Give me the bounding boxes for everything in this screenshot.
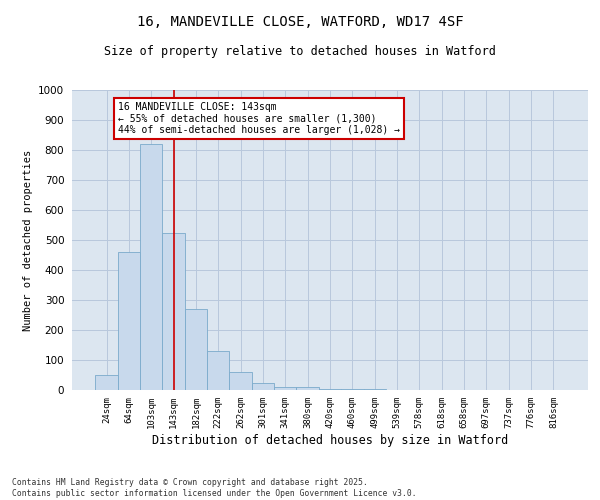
Bar	[140, 144, 163, 390]
Bar	[118, 252, 140, 390]
X-axis label: Distribution of detached houses by size in Watford: Distribution of detached houses by size …	[152, 434, 508, 447]
Text: 16 MANDEVILLE CLOSE: 143sqm
← 55% of detached houses are smaller (1,300)
44% of : 16 MANDEVILLE CLOSE: 143sqm ← 55% of det…	[118, 102, 400, 135]
Bar	[319, 388, 341, 390]
Y-axis label: Number of detached properties: Number of detached properties	[23, 150, 32, 330]
Bar	[185, 309, 207, 390]
Text: Size of property relative to detached houses in Watford: Size of property relative to detached ho…	[104, 45, 496, 58]
Bar	[274, 387, 296, 390]
Bar	[341, 389, 364, 390]
Bar	[95, 375, 118, 390]
Bar	[207, 351, 229, 390]
Text: 16, MANDEVILLE CLOSE, WATFORD, WD17 4SF: 16, MANDEVILLE CLOSE, WATFORD, WD17 4SF	[137, 15, 463, 29]
Text: Contains HM Land Registry data © Crown copyright and database right 2025.
Contai: Contains HM Land Registry data © Crown c…	[12, 478, 416, 498]
Bar	[296, 387, 319, 390]
Bar	[252, 382, 274, 390]
Bar	[229, 372, 252, 390]
Bar	[163, 232, 185, 390]
